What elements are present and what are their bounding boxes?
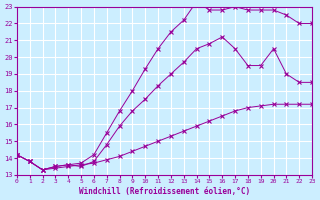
X-axis label: Windchill (Refroidissement éolien,°C): Windchill (Refroidissement éolien,°C) <box>79 187 250 196</box>
